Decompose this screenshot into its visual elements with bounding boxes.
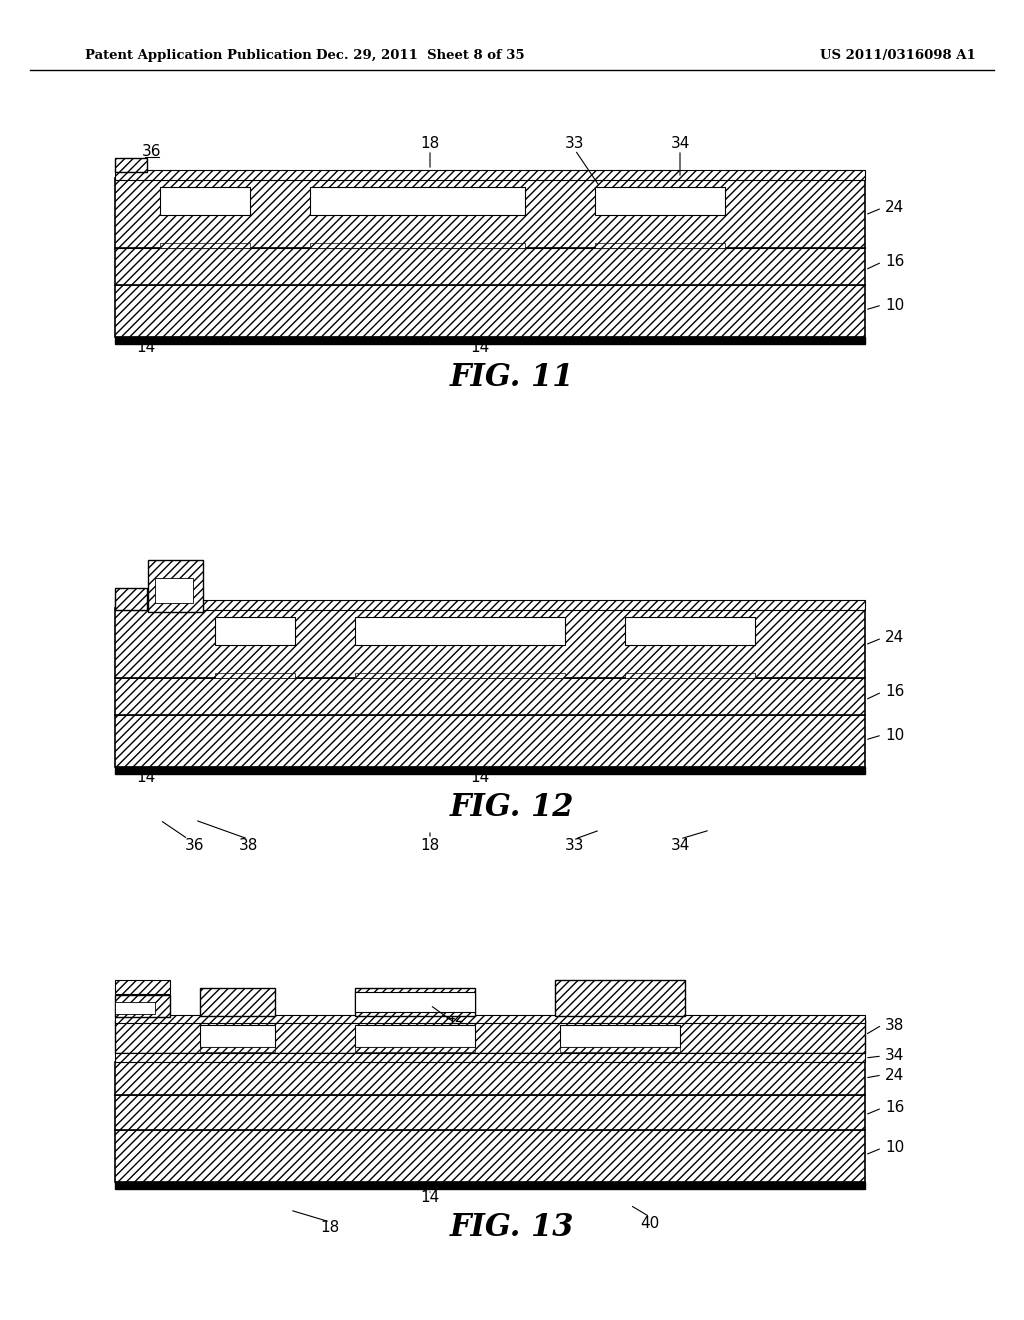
Text: Patent Application Publication: Patent Application Publication bbox=[85, 49, 311, 62]
Text: Dec. 29, 2011  Sheet 8 of 35: Dec. 29, 2011 Sheet 8 of 35 bbox=[315, 49, 524, 62]
Text: 14: 14 bbox=[470, 771, 489, 785]
Bar bbox=[155, 578, 193, 603]
Bar bbox=[200, 1047, 275, 1052]
Bar bbox=[160, 187, 250, 215]
Bar bbox=[115, 178, 865, 248]
Bar bbox=[215, 616, 295, 645]
Bar bbox=[595, 187, 725, 215]
Bar bbox=[310, 243, 525, 248]
Text: 16: 16 bbox=[885, 1101, 904, 1115]
Bar bbox=[625, 673, 755, 678]
Text: 33: 33 bbox=[565, 136, 585, 150]
Text: 34: 34 bbox=[671, 136, 690, 150]
Text: 24: 24 bbox=[885, 1068, 904, 1082]
Text: 34: 34 bbox=[671, 837, 690, 853]
Bar bbox=[625, 616, 755, 645]
Text: 24: 24 bbox=[885, 631, 904, 645]
Text: 10: 10 bbox=[885, 727, 904, 742]
Bar bbox=[115, 1063, 865, 1096]
Bar bbox=[115, 609, 865, 678]
Bar bbox=[595, 243, 725, 248]
Bar bbox=[115, 1053, 865, 1063]
Text: FIG. 13: FIG. 13 bbox=[450, 1213, 574, 1243]
Bar bbox=[115, 767, 865, 774]
Bar bbox=[115, 715, 865, 767]
Bar bbox=[115, 995, 170, 1016]
Bar bbox=[115, 1015, 865, 1023]
Bar bbox=[355, 1047, 475, 1052]
Text: 18: 18 bbox=[421, 837, 439, 853]
Bar bbox=[310, 187, 525, 215]
Text: FIG. 12: FIG. 12 bbox=[450, 792, 574, 824]
Bar bbox=[115, 285, 865, 337]
Text: 10: 10 bbox=[885, 1140, 904, 1155]
Text: 33: 33 bbox=[565, 837, 585, 853]
Bar bbox=[355, 673, 565, 678]
Bar bbox=[115, 1096, 865, 1130]
Bar bbox=[115, 587, 147, 610]
Text: 14': 14' bbox=[136, 341, 160, 355]
Bar bbox=[115, 337, 865, 345]
Bar bbox=[115, 158, 147, 172]
Text: 42: 42 bbox=[445, 1011, 465, 1026]
Bar bbox=[115, 1002, 155, 1014]
Bar bbox=[560, 1026, 680, 1047]
Bar bbox=[215, 673, 295, 678]
Bar bbox=[115, 170, 865, 180]
Text: 10: 10 bbox=[885, 297, 904, 313]
Bar bbox=[115, 979, 170, 994]
Bar bbox=[200, 1026, 275, 1047]
Bar bbox=[355, 993, 475, 1012]
Text: 38: 38 bbox=[239, 837, 258, 853]
Bar bbox=[355, 1026, 475, 1047]
Bar bbox=[355, 987, 475, 1016]
Text: 40: 40 bbox=[640, 1216, 659, 1230]
Bar bbox=[115, 601, 865, 610]
Bar bbox=[160, 243, 250, 248]
Text: 36: 36 bbox=[185, 837, 205, 853]
Bar bbox=[115, 1130, 865, 1181]
Text: 18: 18 bbox=[421, 136, 439, 150]
Bar bbox=[115, 1181, 865, 1189]
Bar bbox=[560, 1047, 680, 1052]
Bar bbox=[148, 560, 203, 612]
Text: 16: 16 bbox=[885, 255, 904, 269]
Text: 34: 34 bbox=[885, 1048, 904, 1064]
Bar bbox=[115, 678, 865, 715]
Bar bbox=[115, 1020, 865, 1053]
Text: 14: 14 bbox=[470, 341, 489, 355]
Bar bbox=[355, 616, 565, 645]
Text: 36: 36 bbox=[142, 144, 162, 160]
Text: 16: 16 bbox=[885, 685, 904, 700]
Text: 38: 38 bbox=[885, 1018, 904, 1032]
Bar bbox=[200, 987, 275, 1016]
Text: US 2011/0316098 A1: US 2011/0316098 A1 bbox=[820, 49, 976, 62]
Bar bbox=[115, 248, 865, 285]
Text: 14': 14' bbox=[136, 771, 160, 785]
Text: 14: 14 bbox=[421, 1191, 439, 1205]
Text: FIG. 11: FIG. 11 bbox=[450, 363, 574, 393]
Bar bbox=[555, 979, 685, 1016]
Text: 24: 24 bbox=[885, 201, 904, 215]
Text: 18: 18 bbox=[321, 1221, 340, 1236]
